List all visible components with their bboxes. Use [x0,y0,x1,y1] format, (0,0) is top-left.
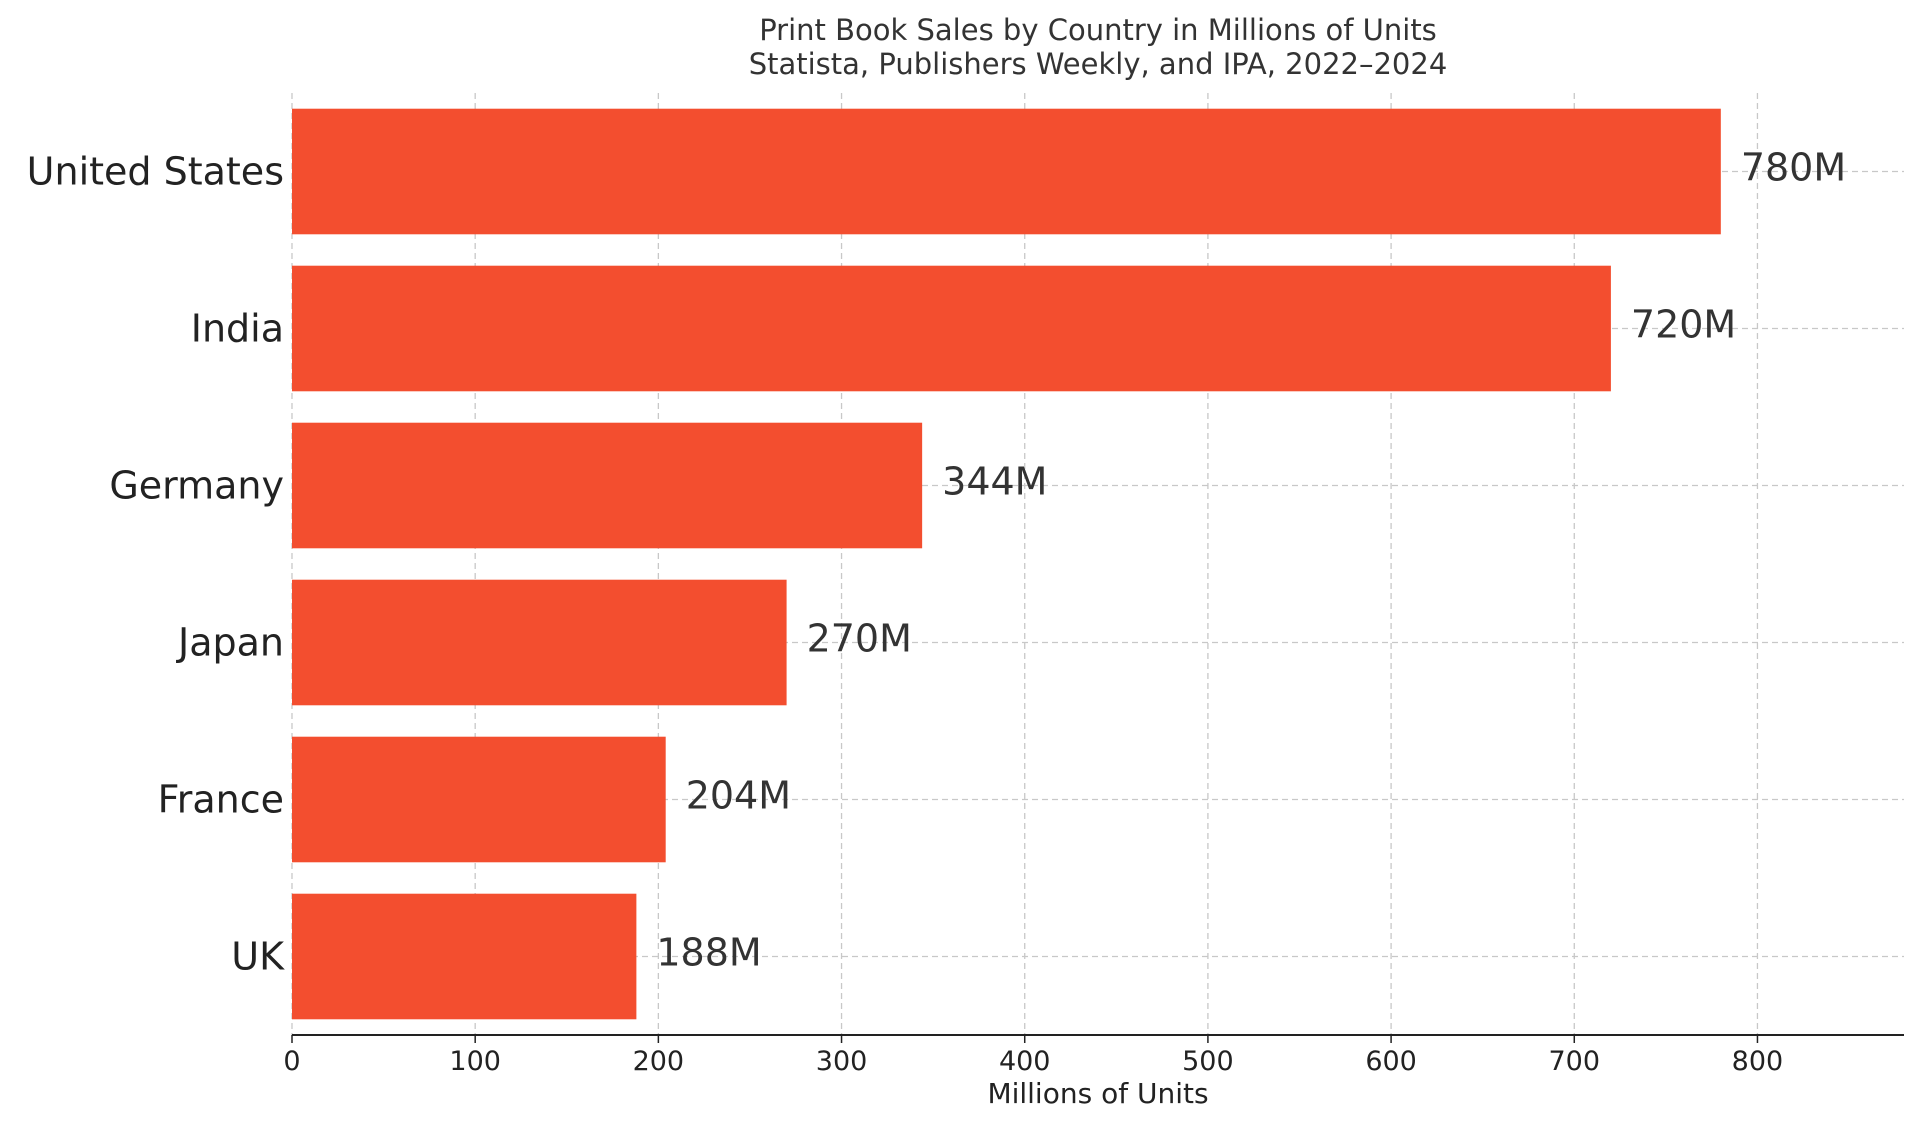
x-tick-label: 400 [999,1046,1051,1077]
chart-subtitle: Statista, Publishers Weekly, and IPA, 20… [749,47,1448,81]
value-label: 270M [807,617,912,661]
x-tick-label: 0 [283,1046,300,1077]
category-label: Japan [176,621,284,665]
value-label: 344M [942,460,1047,504]
x-ticks: 0 100 200 300 400 500 600 700 800 [283,1035,1783,1077]
labels: United States 780M India 720M Germany 344M Jap… [27,146,1846,979]
category-label: France [158,778,284,822]
value-label: 720M [1631,303,1736,347]
x-tick-label: 200 [633,1046,685,1077]
category-label: India [191,307,284,351]
value-label: 780M [1741,146,1846,190]
bar [292,265,1611,392]
bars [292,108,1721,1020]
bar [292,422,923,549]
value-label: 188M [656,931,761,975]
category-label: UK [231,935,285,979]
x-tick-label: 800 [1732,1046,1784,1077]
bar [292,579,787,706]
x-tick-label: 600 [1365,1046,1417,1077]
bar [292,108,1721,235]
bar [292,736,666,863]
category-label: Germany [109,464,284,508]
category-label: United States [27,150,284,194]
value-label: 204M [686,774,791,818]
bar [292,893,637,1020]
x-tick-label: 500 [1182,1046,1234,1077]
x-axis-label: Millions of Units [987,1077,1208,1110]
chart-title: Print Book Sales by Country in Millions … [759,13,1437,47]
x-tick-label: 300 [816,1046,868,1077]
x-tick-label: 700 [1548,1046,1600,1077]
x-tick-label: 100 [449,1046,501,1077]
